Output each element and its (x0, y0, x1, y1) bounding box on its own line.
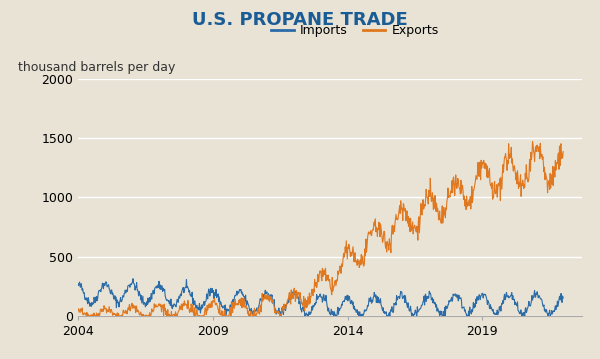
Legend: Imports, Exports: Imports, Exports (266, 19, 444, 42)
Text: U.S. PROPANE TRADE: U.S. PROPANE TRADE (192, 11, 408, 29)
Text: thousand barrels per day: thousand barrels per day (17, 61, 175, 74)
